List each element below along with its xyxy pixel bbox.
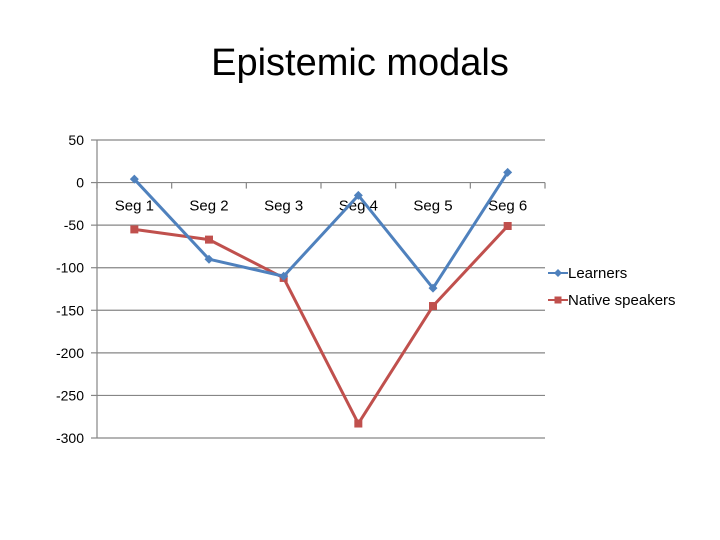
- y-tick-label-2: -50: [64, 217, 84, 233]
- y-tick-label-1: 0: [76, 175, 84, 191]
- point-s0-4: [428, 283, 438, 293]
- point-s0-3: [353, 190, 363, 200]
- y-tick-label-6: -250: [56, 387, 84, 403]
- y-tick-label-5: -200: [56, 345, 84, 361]
- point-s0-5: [503, 167, 513, 177]
- legend-marker-0: [554, 269, 562, 277]
- y-tick-label-7: -300: [56, 430, 84, 446]
- point-s0-2: [279, 271, 289, 281]
- chart-title: Epistemic modals: [211, 42, 509, 84]
- legend-marker-1: [554, 296, 562, 304]
- series-line-0: [133, 171, 509, 290]
- point-s1-1: [205, 235, 213, 244]
- axes: 50 0 -50 -100 -150 -200 -250 -300 Seg 1 Seg 2 Seg …: [56, 132, 546, 446]
- x-tick-label-4: Seg 5: [413, 198, 452, 215]
- gridlines: [97, 139, 545, 439]
- y-tick-label-3: -100: [56, 260, 84, 276]
- legend: Learners Native speakers: [548, 265, 676, 309]
- point-s0-0: [129, 174, 139, 184]
- point-s0-1: [204, 254, 214, 264]
- point-s1-0: [130, 225, 139, 234]
- y-tick-label-4: -150: [56, 302, 84, 318]
- series-line-1: [134, 224, 509, 426]
- x-tick-label-1: Seg 2: [189, 198, 228, 215]
- y-tick-label-0: 50: [68, 132, 84, 148]
- point-s1-4: [429, 302, 437, 311]
- x-tick-label-2: Seg 3: [264, 198, 303, 215]
- point-s1-3: [354, 419, 363, 428]
- legend-label-0: Learners: [568, 265, 627, 282]
- x-tick-label-0: Seg 1: [115, 198, 154, 215]
- legend-label-1: Native speakers: [568, 292, 676, 309]
- series: [129, 167, 513, 428]
- point-s1-5: [503, 221, 512, 230]
- x-tick-label-5: Seg 6: [488, 198, 527, 215]
- x-tick-label-3: Seg 4: [339, 198, 378, 215]
